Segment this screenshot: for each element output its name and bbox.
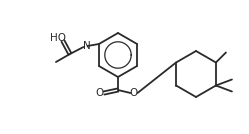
Text: O: O	[96, 88, 104, 98]
Text: HO: HO	[50, 33, 66, 43]
Text: N: N	[83, 41, 91, 51]
Text: O: O	[130, 88, 138, 98]
